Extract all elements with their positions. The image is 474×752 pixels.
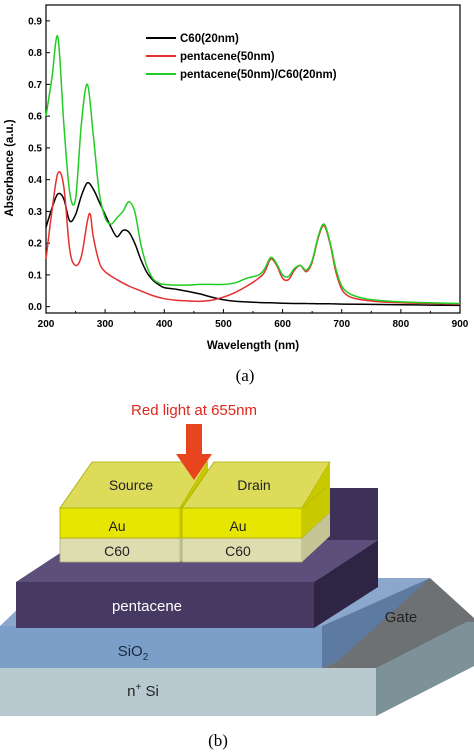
gate-label: Gate — [385, 609, 418, 626]
y-tick-label: 0.5 — [28, 143, 42, 154]
absorbance-chart: 0.0 0.1 0.2 0.3 0.4 0.5 0.6 0.7 0.8 0.9 200 300 400… — [4, 4, 469, 352]
y-tick-label: 0.1 — [28, 270, 42, 281]
c60-left-label: C60 — [104, 543, 130, 559]
series-c60 — [45, 181, 461, 307]
substrate-sup: + — [135, 682, 141, 693]
y-axis-label: Absorbance (a.u.) — [4, 119, 16, 216]
y-axis-ticks: 0.0 0.1 0.2 0.3 0.4 0.5 0.6 0.7 0.8 0.9 — [28, 16, 50, 313]
substrate-label: n+ Si — [127, 682, 159, 700]
substrate-n: n — [127, 683, 135, 700]
sio2-subscript: 2 — [143, 652, 149, 663]
x-axis-ticks: 200 300 400 500 600 700 800 900 — [38, 309, 469, 330]
au-left-label: Au — [108, 518, 125, 534]
light-arrow — [176, 424, 212, 480]
x-tick-label: 700 — [333, 319, 350, 330]
substrate-si: Si — [141, 683, 159, 700]
caption-b: (b) — [208, 731, 228, 750]
series-lines — [45, 35, 461, 307]
drain-label: Drain — [237, 477, 270, 493]
x-tick-label: 800 — [393, 319, 410, 330]
x-tick-label: 400 — [156, 319, 173, 330]
series-pentacene — [45, 170, 461, 305]
drain-electrode — [181, 461, 331, 563]
x-tick-label: 600 — [274, 319, 291, 330]
series-bilayer — [45, 35, 461, 305]
legend: C60(20nm) pentacene(50nm) pentacene(50nm… — [146, 33, 337, 81]
y-tick-label: 0.3 — [28, 207, 42, 218]
y-tick-label: 0.0 — [28, 302, 42, 313]
pentacene-label: pentacene — [112, 598, 182, 615]
y-tick-label: 0.8 — [28, 48, 42, 59]
x-tick-label: 500 — [215, 319, 232, 330]
source-electrode — [59, 461, 209, 563]
device-schematic: Red light at 655nm Source Drain Au Au C6… — [0, 402, 474, 716]
legend-label-c60: C60(20nm) — [180, 33, 239, 45]
gate-side — [330, 578, 474, 668]
c60-right-label: C60 — [225, 543, 251, 559]
sio2-label: SiO2 — [118, 643, 149, 663]
x-tick-label: 300 — [97, 319, 114, 330]
sio2-text: SiO — [118, 643, 143, 660]
caption-a: (a) — [236, 366, 255, 385]
x-axis-label: Wavelength (nm) — [207, 340, 299, 352]
legend-label-bilayer: pentacene(50nm)/C60(20nm) — [180, 69, 337, 81]
au-right-label: Au — [229, 518, 246, 534]
x-tick-label: 200 — [38, 319, 55, 330]
y-tick-label: 0.2 — [28, 239, 42, 250]
y-tick-label: 0.4 — [28, 175, 42, 186]
legend-label-pentacene: pentacene(50nm) — [180, 51, 275, 63]
y-tick-label: 0.9 — [28, 16, 42, 27]
light-label: Red light at 655nm — [131, 402, 257, 419]
y-tick-label: 0.6 — [28, 112, 42, 123]
y-tick-label: 0.7 — [28, 80, 42, 91]
x-tick-label: 900 — [452, 319, 469, 330]
source-label: Source — [109, 477, 154, 493]
